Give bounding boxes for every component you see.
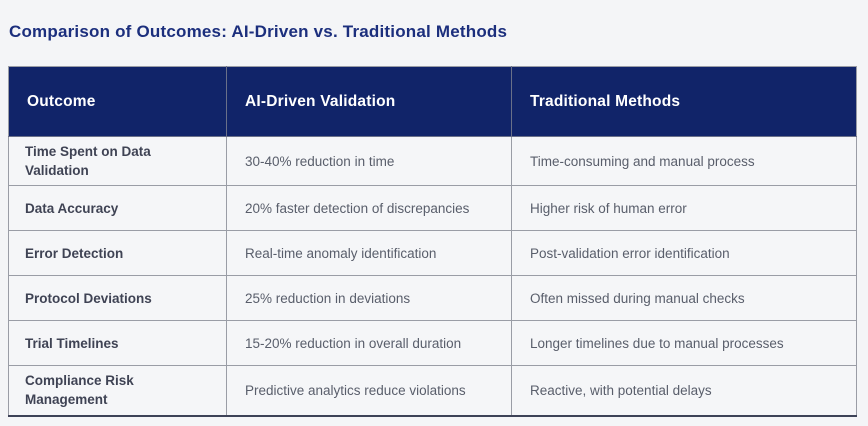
outcome-cell: Time Spent on Data Validation: [8, 135, 227, 187]
traditional-methods-cell: Reactive, with potential delays: [511, 365, 857, 417]
traditional-methods-cell: Higher risk of human error: [511, 185, 857, 232]
outcome-cell: Trial Timelines: [8, 320, 227, 367]
table-row: Error Detection Real-time anomaly identif…: [8, 230, 857, 277]
table-row: Trial Timelines 15-20% reduction in overa…: [8, 320, 857, 367]
ai-validation-cell: 25% reduction in deviations: [226, 275, 512, 322]
column-header-ai-driven-validation: AI-Driven Validation: [226, 66, 512, 137]
ai-validation-cell: 15-20% reduction in overall duration: [226, 320, 512, 367]
ai-validation-cell: Predictive analytics reduce violations: [226, 365, 512, 417]
outcome-cell: Protocol Deviations: [8, 275, 227, 322]
column-header-traditional-methods: Traditional Methods: [511, 66, 857, 137]
traditional-methods-cell: Post-validation error identification: [511, 230, 857, 277]
table-body: Time Spent on Data Validation 30-40% redu…: [8, 135, 857, 417]
table-header-row: Outcome AI-Driven Validation Traditional…: [8, 66, 857, 137]
table-row: Time Spent on Data Validation 30-40% redu…: [8, 135, 857, 187]
table-row: Data Accuracy 20% faster detection of dis…: [8, 185, 857, 232]
table-row: Protocol Deviations 25% reduction in devi…: [8, 275, 857, 322]
outcome-cell: Compliance Risk Management: [8, 365, 227, 417]
table-row: Compliance Risk Management Predictive ana…: [8, 365, 857, 417]
traditional-methods-cell: Longer timelines due to manual processes: [511, 320, 857, 367]
ai-validation-cell: 30-40% reduction in time: [226, 135, 512, 187]
traditional-methods-cell: Often missed during manual checks: [511, 275, 857, 322]
page-title: Comparison of Outcomes: AI-Driven vs. Tr…: [9, 22, 508, 41]
comparison-table: Outcome AI-Driven Validation Traditional…: [8, 66, 857, 417]
outcome-cell: Data Accuracy: [8, 185, 227, 232]
ai-validation-cell: Real-time anomaly identification: [226, 230, 512, 277]
outcome-cell: Error Detection: [8, 230, 227, 277]
page: Comparison of Outcomes: AI-Driven vs. Tr…: [8, 22, 857, 417]
column-header-outcome: Outcome: [8, 66, 227, 137]
ai-validation-cell: 20% faster detection of discrepancies: [226, 185, 512, 232]
traditional-methods-cell: Time-consuming and manual process: [511, 135, 857, 187]
